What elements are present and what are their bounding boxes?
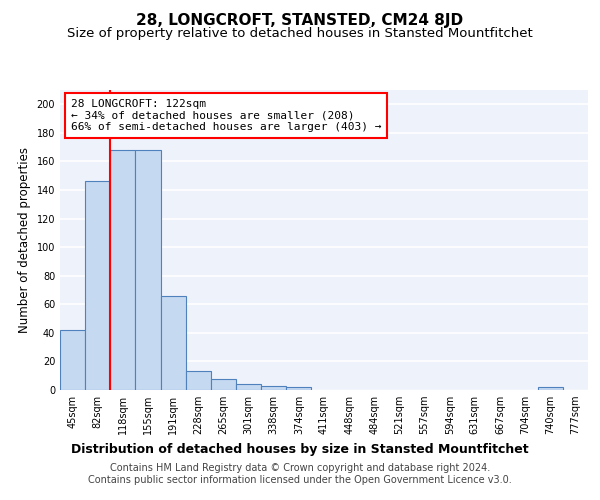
Bar [538,387,563,390]
Bar [85,182,110,390]
Bar [236,384,261,390]
Bar [161,296,186,390]
Text: Contains HM Land Registry data © Crown copyright and database right 2024.
Contai: Contains HM Land Registry data © Crown c… [88,464,512,485]
Bar [60,330,85,390]
Bar [286,387,311,390]
Bar [211,378,236,390]
Text: Size of property relative to detached houses in Stansted Mountfitchet: Size of property relative to detached ho… [67,28,533,40]
Bar [136,150,161,390]
Y-axis label: Number of detached properties: Number of detached properties [18,147,31,333]
Bar [110,150,136,390]
Bar [186,372,211,390]
Text: Distribution of detached houses by size in Stansted Mountfitchet: Distribution of detached houses by size … [71,442,529,456]
Bar [261,386,286,390]
Text: 28, LONGCROFT, STANSTED, CM24 8JD: 28, LONGCROFT, STANSTED, CM24 8JD [136,12,464,28]
Text: 28 LONGCROFT: 122sqm
← 34% of detached houses are smaller (208)
66% of semi-deta: 28 LONGCROFT: 122sqm ← 34% of detached h… [71,99,381,132]
